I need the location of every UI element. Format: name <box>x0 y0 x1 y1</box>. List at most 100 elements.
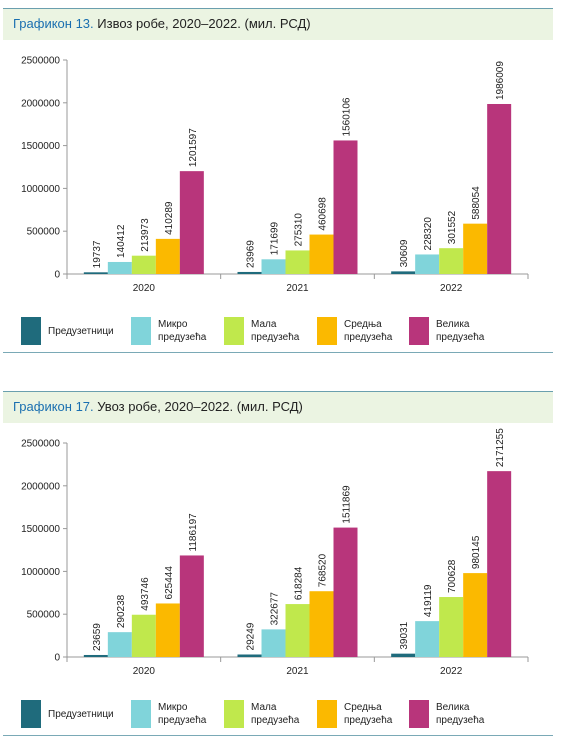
legend-swatch <box>317 317 337 345</box>
value-label: 23969 <box>246 240 257 268</box>
chart-title: Увоз робе, 2020–2022. (мил. РСД) <box>97 399 303 414</box>
legend-label: Мала предузећа <box>251 702 300 726</box>
x-tick-label: 2020 <box>133 666 156 677</box>
bar <box>415 621 440 657</box>
value-label: 23659 <box>92 623 103 651</box>
bar <box>179 171 204 274</box>
x-tick-label: 2020 <box>133 283 156 294</box>
bar <box>83 272 108 274</box>
x-tick-label: 2021 <box>286 283 309 294</box>
bar <box>237 654 262 657</box>
legend-label: Средња предузећа <box>344 702 393 726</box>
bar <box>487 103 512 275</box>
value-label: 322677 <box>270 592 281 626</box>
bar <box>439 248 464 274</box>
x-tick-label: 2022 <box>440 666 463 677</box>
bar <box>155 603 180 657</box>
value-label: 1511869 <box>342 485 353 524</box>
value-label: 39031 <box>399 621 410 649</box>
legend-swatch <box>409 317 429 345</box>
legend-swatch <box>131 700 151 728</box>
chart-header: Графикон 13. Извоз робе, 2020–2022. (мил… <box>3 8 553 40</box>
value-label: 228320 <box>423 217 434 251</box>
legend-label: Средња предузећа <box>344 319 393 343</box>
value-label: 588054 <box>471 186 482 220</box>
legend-swatch <box>317 700 337 728</box>
bar <box>333 140 358 274</box>
bar <box>131 614 156 657</box>
legend-swatch <box>409 700 429 728</box>
value-label: 171699 <box>270 221 281 255</box>
bar <box>285 604 310 657</box>
chart-label: Графикон 17. <box>13 399 94 414</box>
legend-label: Мала предузећа <box>251 319 300 343</box>
bar <box>333 527 358 657</box>
bar <box>309 234 334 274</box>
value-label: 213973 <box>140 218 151 252</box>
value-label: 140412 <box>116 224 127 258</box>
y-tick-label: 1000000 <box>21 184 60 195</box>
bar <box>107 261 132 274</box>
y-tick-label: 0 <box>54 270 60 281</box>
value-label: 2171255 <box>495 428 506 467</box>
value-label: 410289 <box>164 201 175 235</box>
y-tick-label: 2000000 <box>21 98 60 109</box>
value-label: 419119 <box>423 584 434 617</box>
bar <box>463 573 488 657</box>
value-label: 19737 <box>92 240 103 268</box>
legend-label: Предузетници <box>48 326 114 337</box>
value-label: 1186197 <box>188 513 199 552</box>
bar <box>309 591 334 657</box>
bar <box>439 597 464 657</box>
legend-swatch <box>21 700 41 728</box>
value-label: 1560106 <box>342 97 353 136</box>
value-label: 30609 <box>399 239 410 267</box>
legend-label: Предузетници <box>48 709 114 720</box>
value-label: 275310 <box>294 213 305 247</box>
y-tick-label: 1500000 <box>21 141 60 152</box>
value-label: 700628 <box>447 559 458 593</box>
bar <box>285 250 310 274</box>
bar <box>463 223 488 274</box>
value-label: 625444 <box>164 566 175 600</box>
value-label: 1201597 <box>188 128 199 167</box>
bar <box>107 632 132 657</box>
value-label: 493746 <box>140 577 151 611</box>
bar <box>83 654 108 657</box>
y-tick-label: 1000000 <box>21 567 60 578</box>
legend-label: Микро предузећа <box>158 702 207 726</box>
value-label: 290238 <box>116 594 127 628</box>
y-tick-label: 2000000 <box>21 481 60 492</box>
y-tick-label: 500000 <box>27 227 61 238</box>
legend-swatch <box>131 317 151 345</box>
value-label: 29249 <box>246 622 257 650</box>
separator <box>3 735 553 736</box>
y-tick-label: 1500000 <box>21 524 60 535</box>
bar <box>391 653 416 657</box>
chart-header: Графикон 17. Увоз робе, 2020–2022. (мил.… <box>3 391 553 423</box>
value-label: 460698 <box>318 197 329 231</box>
bar <box>261 259 286 274</box>
bar <box>155 238 180 274</box>
y-tick-label: 0 <box>54 653 60 664</box>
chart-label: Графикон 13. <box>13 16 94 31</box>
legend-label: Велика предузећа <box>436 319 485 343</box>
chart-title: Извоз робе, 2020–2022. (мил. РСД) <box>97 16 311 31</box>
value-label: 301552 <box>447 210 458 244</box>
bar <box>391 271 416 274</box>
bar <box>131 255 156 274</box>
y-tick-label: 500000 <box>27 610 61 621</box>
legend-swatch <box>224 317 244 345</box>
y-tick-label: 2500000 <box>21 439 60 450</box>
legend-swatch <box>224 700 244 728</box>
y-tick-label: 2500000 <box>21 56 60 67</box>
legend-label: Микро предузећа <box>158 319 207 343</box>
bar <box>237 271 262 274</box>
x-tick-label: 2022 <box>440 283 463 294</box>
bar <box>487 471 512 657</box>
legend-swatch <box>21 317 41 345</box>
separator <box>3 352 553 353</box>
value-label: 768520 <box>318 553 329 587</box>
